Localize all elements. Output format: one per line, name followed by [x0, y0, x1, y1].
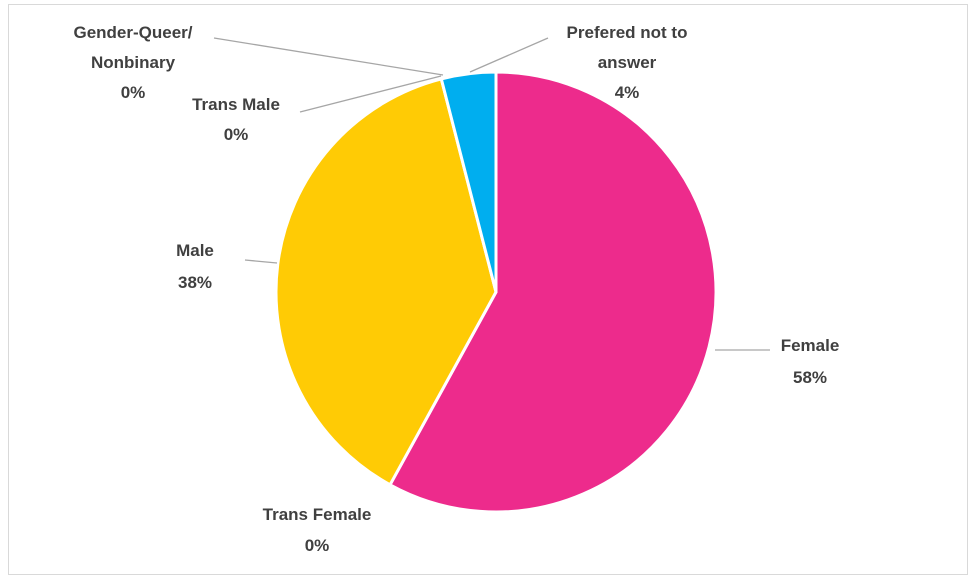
data-label-male-name: Male	[176, 241, 214, 260]
data-label-prefer-not-name-line2: answer	[598, 53, 657, 72]
leader-line-genderqueer	[213, 37, 444, 76]
data-label-male-value: 38%	[178, 273, 212, 292]
data-label-prefer-not-value: 4%	[615, 83, 640, 102]
pie-slice-male	[274, 77, 498, 487]
leader-lines	[213, 37, 770, 351]
data-label-female-name: Female	[781, 336, 840, 355]
pie-slices	[274, 70, 718, 514]
data-label-genderqueer-name-line2: Nonbinary	[91, 53, 176, 72]
leader-line-trans-male	[299, 75, 442, 113]
data-label-trans-male-name: Trans Male	[192, 95, 280, 114]
data-label-female-value: 58%	[793, 368, 827, 387]
data-label-prefer-not-name-line1: Prefered not to	[567, 23, 688, 42]
pie-slice-prefered-not-to-answer	[439, 70, 498, 294]
data-label-genderqueer-name-line1: Gender-Queer/	[73, 23, 192, 42]
data-label-trans-male-value: 0%	[224, 125, 249, 144]
leader-line-prefer-not	[469, 37, 549, 73]
pie-slice-female	[388, 70, 718, 514]
leader-line-male	[244, 259, 278, 264]
data-label-trans-female-name: Trans Female	[263, 505, 372, 524]
data-label-trans-female-value: 0%	[305, 536, 330, 555]
data-label-genderqueer-value: 0%	[121, 83, 146, 102]
